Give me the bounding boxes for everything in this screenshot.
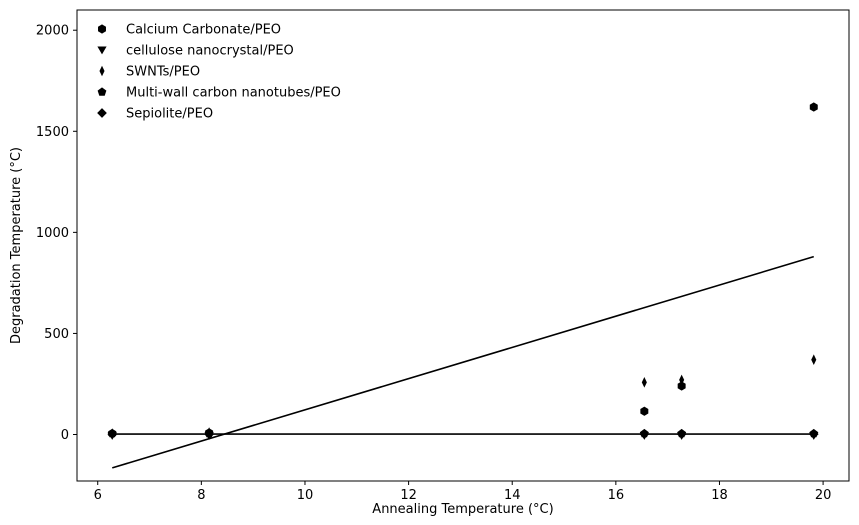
x-tick-label: 12 (400, 488, 417, 503)
legend-marker-1 (98, 24, 106, 34)
data-point-series-3-3 (641, 377, 647, 388)
legend: Calcium Carbonate/PEO cellulose nanocryst… (97, 23, 341, 122)
legend-label-5: Sepiolite/PEO (126, 107, 213, 122)
legend-marker-3 (99, 65, 105, 77)
y-tick-label: 2000 (36, 24, 69, 39)
data-point-series-1-3 (640, 406, 649, 416)
data-point-series-5-4 (676, 429, 687, 439)
x-tick-label: 18 (711, 488, 728, 503)
data-point-series-5-5 (808, 429, 819, 439)
data-point-series-1-4 (677, 381, 686, 391)
data-point-series-3-4 (679, 374, 685, 386)
y-tick-label: 1000 (36, 226, 69, 241)
axes: 6 8 10 12 14 16 18 20 0 500 1000 1500 2000 (36, 9, 850, 503)
legend-label-4: Multi-wall carbon nanotubes/PEO (126, 86, 341, 101)
x-tick-label: 16 (608, 488, 625, 503)
x-tick-label: 10 (297, 488, 314, 503)
legend-marker-2 (97, 46, 107, 55)
data-point-series-5-3 (639, 429, 650, 439)
plot-area (107, 102, 819, 469)
legend-label-1: Calcium Carbonate/PEO (126, 23, 281, 38)
trend-line-1 (112, 255, 814, 469)
data-point-series-3-5 (811, 354, 817, 365)
x-tick-label: 20 (815, 488, 832, 503)
legend-marker-5 (97, 108, 107, 118)
data-point-series-5-1 (107, 429, 118, 439)
data-point-series-1-5 (809, 102, 818, 112)
y-tick-label: 0 (61, 428, 69, 443)
y-tick-label: 500 (44, 327, 69, 342)
x-tick-label: 8 (197, 488, 205, 503)
x-tick-label: 14 (504, 488, 521, 503)
legend-label-3: SWNTs/PEO (126, 65, 200, 80)
x-tick-label: 6 (94, 488, 102, 503)
x-axis-label: Annealing Temperature (°C) (372, 502, 553, 517)
legend-label-2: cellulose nanocrystal/PEO (126, 44, 294, 59)
y-tick-label: 1500 (36, 125, 69, 140)
y-axis-label: Degradation Temperature (°C) (9, 147, 24, 344)
legend-marker-4 (97, 87, 107, 96)
plot-frame (76, 9, 850, 482)
